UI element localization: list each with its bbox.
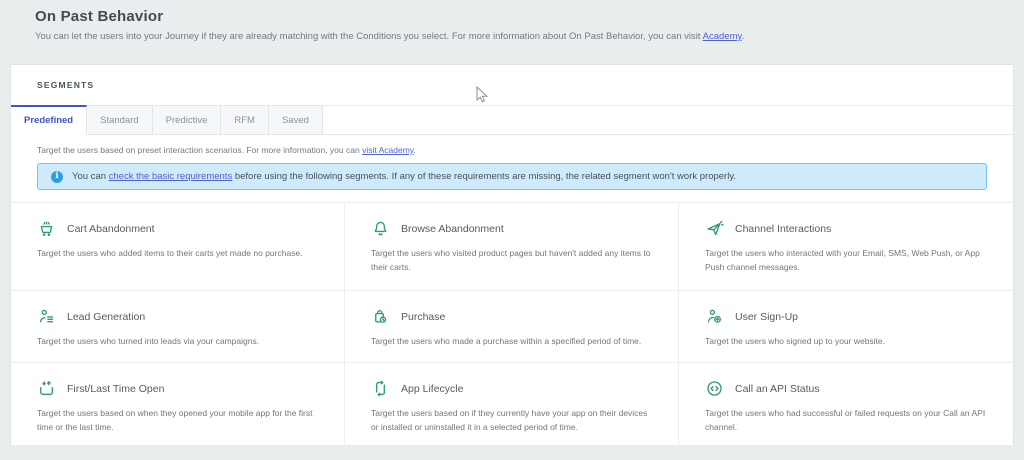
banner-text-prefix: You can: [72, 171, 109, 182]
card-head: User Sign-Up: [705, 307, 987, 326]
tab-description-text: Target the users based on preset interac…: [37, 145, 363, 155]
segment-card-browse-abandonment[interactable]: Browse Abandonment Target the users who …: [345, 203, 679, 291]
subtitle-text: You can let the users into your Journey …: [35, 31, 703, 42]
phone-refresh-icon: [371, 379, 390, 398]
page-subtitle: You can let the users into your Journey …: [35, 31, 744, 42]
segment-title: Purchase: [401, 310, 446, 323]
segment-title: App Lifecycle: [401, 382, 464, 395]
code-circle-icon: [705, 379, 724, 398]
segment-card-channel-interactions[interactable]: Channel Interactions Target the users wh…: [679, 203, 1013, 291]
segment-title: Channel Interactions: [735, 222, 832, 235]
academy-link[interactable]: Academy: [702, 31, 742, 42]
tab-standard[interactable]: Standard: [87, 105, 153, 135]
segment-card-app-lifecycle[interactable]: App Lifecycle Target the users based on …: [345, 363, 679, 445]
segments-panel: SEGMENTS Predefined Standard Predictive …: [10, 64, 1014, 445]
segment-description: Target the users who added items to thei…: [37, 248, 303, 258]
page-title: On Past Behavior: [35, 8, 164, 25]
card-head: App Lifecycle: [371, 379, 652, 398]
segment-description: Target the users who visited product pag…: [371, 248, 651, 272]
segment-title: Call an API Status: [735, 382, 820, 395]
banner-text: You can check the basic requirements bef…: [72, 171, 736, 182]
bag-clock-icon: [371, 307, 390, 326]
segment-title: User Sign-Up: [735, 310, 799, 323]
segment-title: Cart Abandonment: [67, 222, 155, 235]
segment-description: Target the users based on if they curren…: [371, 408, 648, 432]
tabbar-filler: [322, 105, 1013, 135]
cart-icon: [37, 219, 56, 238]
tab-description-period: .: [413, 145, 416, 155]
banner-text-suffix: before using the following segments. If …: [232, 171, 737, 182]
segment-card-lead-generation[interactable]: Lead Generation Target the users who tur…: [11, 291, 345, 363]
card-head: Call an API Status: [705, 379, 987, 398]
info-icon: i: [51, 170, 63, 183]
tab-predictive[interactable]: Predictive: [152, 105, 222, 135]
info-banner: i You can check the basic requirements b…: [37, 163, 987, 190]
segment-title: Browse Abandonment: [401, 222, 504, 235]
segment-card-user-sign-up[interactable]: User Sign-Up Target the users who signed…: [679, 291, 1013, 363]
lead-generation-icon: [37, 307, 56, 326]
paper-plane-icon: [705, 219, 724, 238]
card-head: Cart Abandonment: [37, 219, 318, 238]
segment-description: Target the users who turned into leads v…: [37, 336, 260, 346]
segment-card-purchase[interactable]: Purchase Target the users who made a pur…: [345, 291, 679, 363]
subtitle-period: .: [741, 31, 745, 42]
visit-academy-link[interactable]: visit Academy: [362, 145, 414, 155]
segment-card-first-last-time-open[interactable]: First/Last Time Open Target the users ba…: [11, 363, 345, 445]
tab-description: Target the users based on preset interac…: [37, 145, 987, 155]
segment-description: Target the users who signed up to your w…: [705, 336, 886, 346]
tab-rfm[interactable]: RFM: [221, 105, 269, 135]
calendar-arrows-icon: [37, 379, 56, 398]
segment-title: First/Last Time Open: [67, 382, 165, 395]
segment-description: Target the users who interacted with you…: [705, 248, 980, 272]
tab-predefined[interactable]: Predefined: [11, 105, 88, 135]
segment-description: Target the users based on when they open…: [37, 408, 313, 432]
card-head: Purchase: [371, 307, 652, 326]
segment-description: Target the users who made a purchase wit…: [371, 336, 642, 346]
panel-header: SEGMENTS: [11, 65, 1013, 105]
user-plus-icon: [705, 307, 724, 326]
segments-tabbar: Predefined Standard Predictive RFM Saved: [11, 105, 1013, 135]
tab-content: Target the users based on preset interac…: [11, 135, 1013, 190]
tab-saved[interactable]: Saved: [268, 105, 323, 135]
card-head: Channel Interactions: [705, 219, 987, 238]
segment-card-call-an-api-status[interactable]: Call an API Status Target the users who …: [679, 363, 1013, 445]
page-header: On Past Behavior You can let the users i…: [35, 8, 744, 42]
segment-title: Lead Generation: [67, 310, 146, 323]
card-head: First/Last Time Open: [37, 379, 318, 398]
card-head: Browse Abandonment: [371, 219, 652, 238]
card-head: Lead Generation: [37, 307, 318, 326]
segments-heading: SEGMENTS: [37, 80, 95, 90]
segment-card-cart-abandonment[interactable]: Cart Abandonment Target the users who ad…: [11, 203, 345, 291]
segment-description: Target the users who had successful or f…: [705, 408, 986, 432]
bell-icon: [371, 219, 390, 238]
basic-requirements-link[interactable]: check the basic requirements: [108, 171, 233, 182]
segments-grid: Cart Abandonment Target the users who ad…: [11, 202, 1013, 445]
